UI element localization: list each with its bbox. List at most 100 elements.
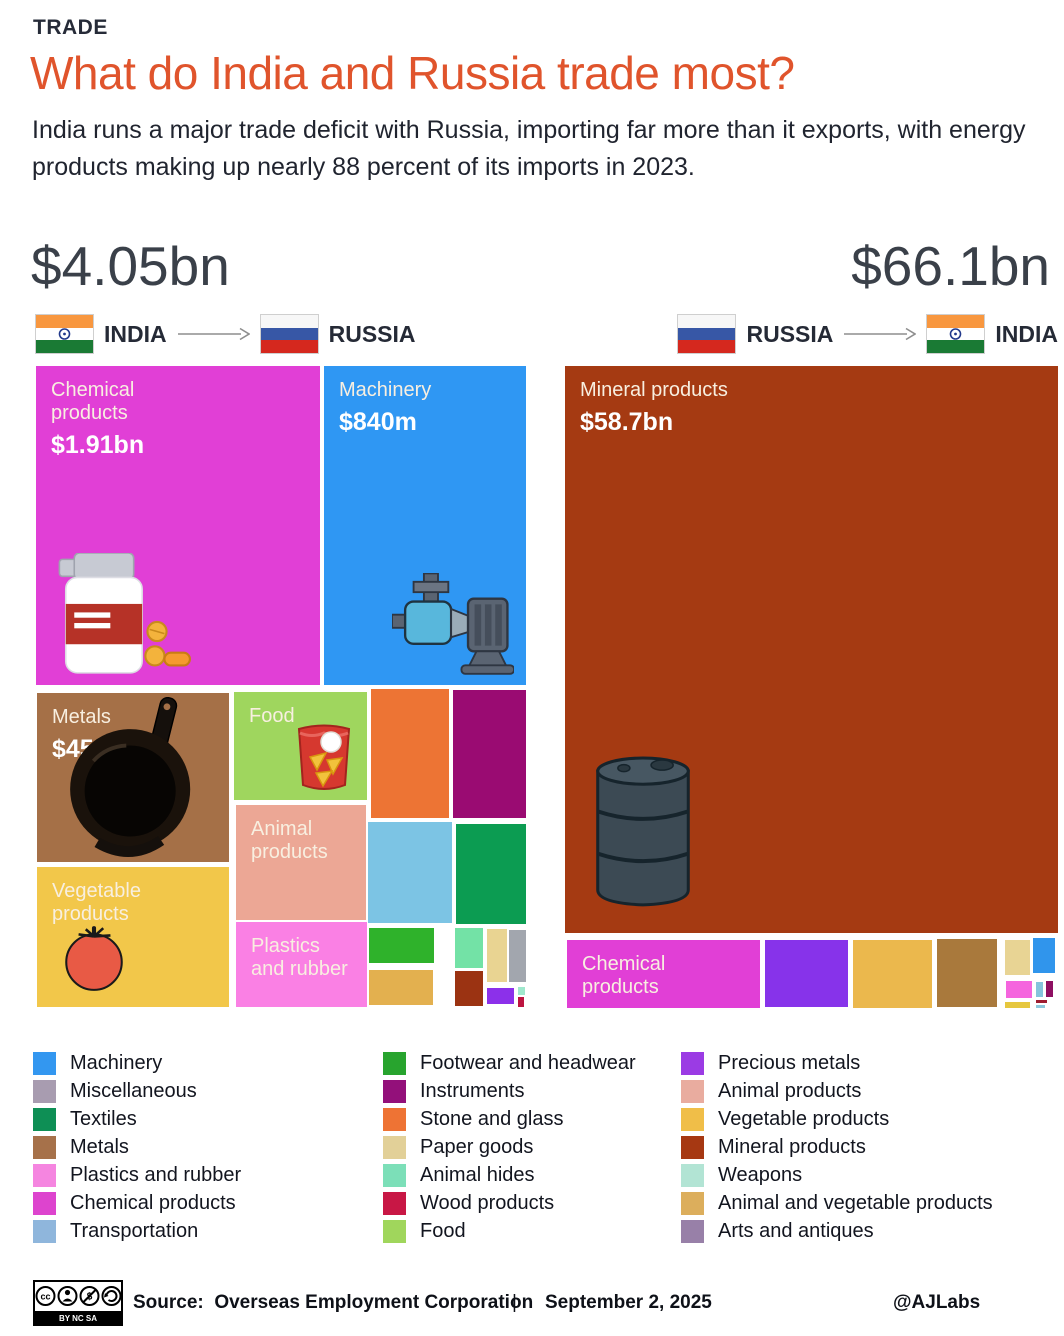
export-total: $4.05bn (31, 235, 230, 297)
source-text: Source: Overseas Employment Corporation (133, 1292, 533, 1314)
legend-label: Animal and vegetable products (718, 1192, 993, 1214)
india-flag-icon (926, 314, 986, 354)
treemap-cell-instruments (1046, 981, 1053, 997)
treemap-cell-mineral-products: Mineral products $58.7bn (565, 366, 1058, 933)
legend-label: Vegetable products (718, 1108, 890, 1130)
treemap-cell-paper-goods (487, 929, 507, 982)
legend-swatch (681, 1192, 704, 1215)
legend-item-paper-goods: Paper goods (383, 1136, 681, 1159)
pill-bottle-icon (52, 552, 192, 675)
treemap-cell-metals (937, 939, 997, 1007)
legend-item-footwear-and-headwear: Footwear and headwear (383, 1052, 681, 1075)
legend-item-animal-hides: Animal hides (383, 1164, 681, 1187)
cell-label: Plastics and rubber (251, 935, 348, 980)
treemap-cell-food: Food (234, 692, 367, 800)
legend-label: Arts and antiques (718, 1220, 874, 1242)
legend-swatch (383, 1080, 406, 1103)
legend-swatch (383, 1108, 406, 1131)
legend-swatch (681, 1080, 704, 1103)
legend-swatch (383, 1192, 406, 1215)
legend-item-animal-and-vegetable-products: Animal and vegetable products (681, 1192, 993, 1215)
cell-label: Mineral products (580, 379, 728, 401)
treemap-cell-plastics-and-rubber (1006, 981, 1032, 998)
legend-label: Chemical products (70, 1192, 236, 1214)
flow-to-label: RUSSIA (328, 320, 416, 347)
legend-item-textiles: Textiles (33, 1108, 383, 1131)
legend-label: Animal products (718, 1080, 862, 1102)
treemap-cell-metals: Metals$450m (37, 693, 229, 862)
legend-label: Transportation (70, 1220, 199, 1242)
legend-swatch (383, 1164, 406, 1187)
treemap-cell-animal-products: Animal products (236, 805, 366, 920)
treemap-cell-vegetable-products (853, 940, 932, 1008)
arrow-right-icon (844, 327, 917, 341)
legend-item-animal-products: Animal products (681, 1080, 993, 1103)
import-total: $66.1bn (851, 235, 1050, 297)
credit: @AJLabs (893, 1292, 981, 1313)
treemap-cell-miscellaneous (509, 930, 526, 982)
svg-text:cc: cc (40, 1292, 50, 1302)
oil-barrel-icon (587, 751, 699, 917)
treemap-cell-vegetable-products: Vegetable products (37, 867, 229, 1007)
treemap-cell-chemical-products: Chemical products $1.91bn (36, 366, 320, 685)
treemap-cell-textiles (456, 824, 526, 924)
legend-swatch (681, 1108, 704, 1131)
legend-swatch (33, 1080, 56, 1103)
treemap-cell-transportation (368, 822, 452, 923)
source-name: Overseas Employment Corporation (214, 1292, 534, 1313)
treemap-cell-vegetable-products (1005, 1002, 1030, 1008)
legend-item-chemical-products: Chemical products (33, 1192, 383, 1215)
legend-swatch (33, 1192, 56, 1215)
cell-label: Machinery (339, 379, 432, 401)
russia-flag-icon (677, 314, 737, 354)
treemap-india-imports: Mineral products $58.7bn Chemical products (565, 366, 1058, 1010)
india-flag-icon (35, 314, 94, 354)
treemap-cell-transportation (1036, 1005, 1045, 1008)
legend-label: Wood products (420, 1192, 555, 1214)
legend-label: Miscellaneous (70, 1080, 197, 1102)
legend-label: Textiles (70, 1108, 137, 1130)
kicker: TRADE (33, 16, 108, 39)
legend-swatch (383, 1136, 406, 1159)
legend: Machinery Miscellaneous Textiles Metals Plas… (33, 1052, 993, 1248)
legend-swatch (33, 1220, 56, 1243)
treemap-cell-transportation (1036, 982, 1043, 997)
subtitle: India runs a major trade deficit with Ru… (32, 116, 1026, 181)
cell-value: $1.91bn (51, 431, 145, 459)
legend-label: Machinery (70, 1052, 163, 1074)
chips-bag-icon (293, 720, 355, 794)
treemap-cell-chemical-products: Chemical products (567, 940, 760, 1008)
separator: | (512, 1292, 517, 1313)
legend-swatch (33, 1164, 56, 1187)
flow-russia-to-india: RUSSIA INDIA (677, 314, 1058, 354)
treemap-cell-animal-and-vegetable-products (369, 970, 433, 1005)
legend-item-precious-metals: Precious metals (681, 1052, 993, 1075)
treemap-cell-instruments (453, 690, 526, 818)
legend-item-vegetable-products: Vegetable products (681, 1108, 993, 1131)
svg-text:BY NC SA: BY NC SA (59, 1314, 97, 1323)
legend-label: Food (420, 1220, 466, 1242)
legend-swatch (33, 1052, 56, 1075)
flow-from-label: RUSSIA (746, 320, 834, 347)
treemap-india-exports: Chemical products $1.91bn Machinery $840m Me… (36, 366, 526, 1010)
cell-label: Chemical products (51, 379, 135, 424)
cell-label: Vegetable products (52, 880, 141, 925)
legend-label: Instruments (420, 1080, 525, 1102)
cell-label: Chemical products (582, 953, 666, 998)
legend-swatch (33, 1136, 56, 1159)
legend-column: Precious metals Animal products Vegetable … (681, 1052, 993, 1248)
treemap-cell-animal-hides (455, 928, 483, 968)
legend-label: Metals (70, 1136, 129, 1158)
legend-swatch (681, 1164, 704, 1187)
date: September 2, 2025 (545, 1292, 712, 1313)
legend-item-machinery: Machinery (33, 1052, 383, 1075)
legend-item-metals: Metals (33, 1136, 383, 1159)
treemap-cell-precious-metals (487, 988, 514, 1004)
legend-column: Footwear and headwear Instruments Stone an… (383, 1052, 681, 1248)
legend-swatch (681, 1220, 704, 1243)
legend-item-wood-products: Wood products (383, 1192, 681, 1215)
legend-label: Plastics and rubber (70, 1164, 242, 1186)
arrow-right-icon (177, 327, 250, 341)
treemap-cell-machinery (1033, 938, 1055, 973)
